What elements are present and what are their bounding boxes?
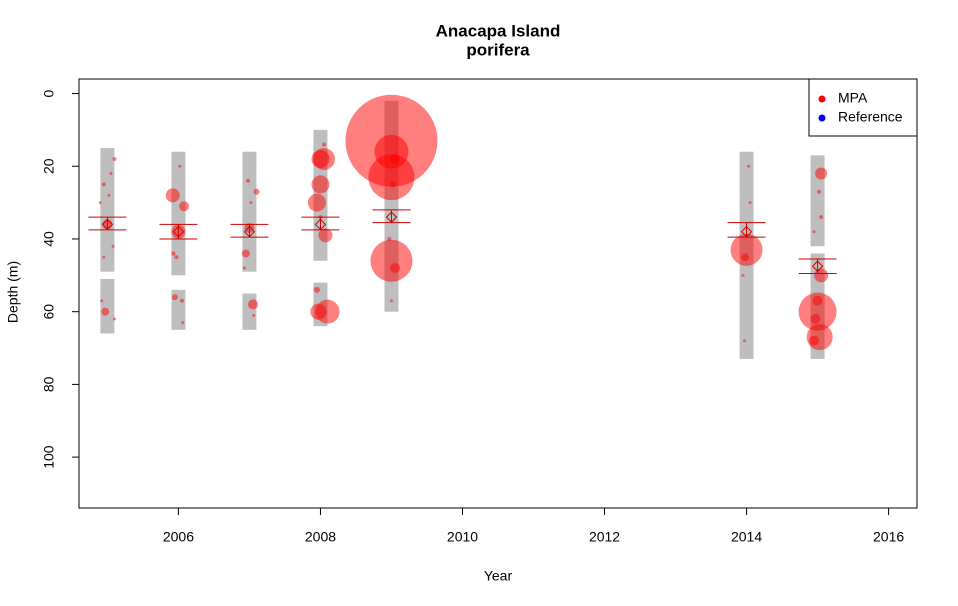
depth-range [100, 278, 115, 334]
y-tick-label: 40 [41, 231, 57, 247]
legend-label: MPA [838, 90, 868, 106]
point [242, 266, 246, 270]
depth-range [242, 151, 257, 272]
legend-marker [818, 114, 826, 122]
y-axis-label: Depth (m) [5, 261, 21, 323]
mean-marker [243, 225, 256, 238]
point [812, 295, 823, 306]
point [374, 134, 409, 169]
point [100, 299, 104, 303]
point [307, 193, 326, 212]
point [389, 181, 396, 188]
point [102, 255, 106, 259]
x-tick-label: 2008 [305, 529, 336, 545]
point [815, 167, 828, 180]
point [810, 313, 821, 324]
depth-range [242, 293, 257, 330]
point [387, 236, 392, 241]
mean-marker [811, 260, 824, 272]
y-tick-label: 100 [41, 445, 57, 469]
chart-subtitle: porifera [466, 40, 530, 59]
point [178, 164, 182, 168]
point [318, 228, 333, 243]
plot-frame [78, 78, 918, 509]
point [742, 339, 746, 343]
point [313, 286, 320, 293]
x-axis-label: Year [484, 568, 513, 584]
point [171, 294, 178, 301]
point [389, 299, 393, 303]
point [310, 303, 327, 320]
x-tick-label: 2016 [873, 529, 904, 545]
point [179, 298, 184, 303]
depth-range [171, 151, 186, 276]
x-tick-label: 2006 [163, 529, 194, 545]
legend-box [808, 78, 918, 137]
point [247, 299, 258, 310]
point [390, 153, 401, 164]
point [741, 273, 745, 277]
point [101, 182, 106, 187]
point [748, 201, 752, 205]
point [241, 249, 250, 258]
y-tick-label: 80 [41, 376, 57, 392]
legend-label: Reference [838, 109, 903, 125]
point [181, 321, 185, 325]
point [313, 147, 336, 170]
point [368, 154, 415, 201]
point [741, 253, 750, 262]
point [809, 335, 820, 346]
point [101, 307, 110, 316]
point [816, 189, 821, 194]
point [165, 188, 180, 203]
point [730, 233, 763, 266]
x-tick-label: 2012 [589, 529, 620, 545]
point [370, 239, 413, 282]
depth-range [100, 148, 115, 272]
mean-marker [740, 225, 753, 238]
point [311, 175, 330, 194]
point [174, 255, 179, 260]
y-tick-label: 0 [41, 89, 57, 97]
point [171, 251, 176, 256]
point [179, 201, 190, 212]
point [812, 230, 816, 234]
y-tick-label: 20 [41, 158, 57, 174]
point [111, 244, 115, 248]
mean-marker [314, 218, 327, 231]
y-tick-label: 60 [41, 304, 57, 320]
mean-marker [385, 211, 398, 223]
point [253, 188, 260, 195]
point [747, 164, 751, 168]
point [322, 142, 327, 147]
x-tick-label: 2014 [731, 529, 762, 545]
legend-marker [818, 95, 826, 103]
point [798, 292, 837, 331]
point [109, 172, 113, 176]
chart-title: Anacapa Island [436, 21, 561, 40]
point [113, 317, 117, 321]
point [112, 156, 117, 161]
point [249, 201, 253, 205]
point [390, 263, 401, 274]
mean-marker [101, 218, 114, 231]
point [107, 193, 111, 197]
point [98, 201, 102, 205]
mean-marker [172, 225, 185, 238]
x-tick-label: 2010 [447, 529, 478, 545]
point [819, 215, 824, 220]
point [246, 178, 251, 183]
point [252, 313, 256, 317]
